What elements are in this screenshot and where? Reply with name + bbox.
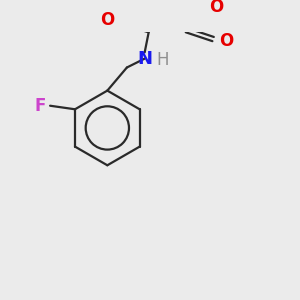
Text: O: O (219, 32, 234, 50)
Text: O: O (100, 11, 114, 29)
Text: O: O (210, 0, 224, 16)
Text: N: N (137, 50, 152, 68)
Text: F: F (34, 97, 46, 115)
Text: H: H (156, 51, 169, 69)
